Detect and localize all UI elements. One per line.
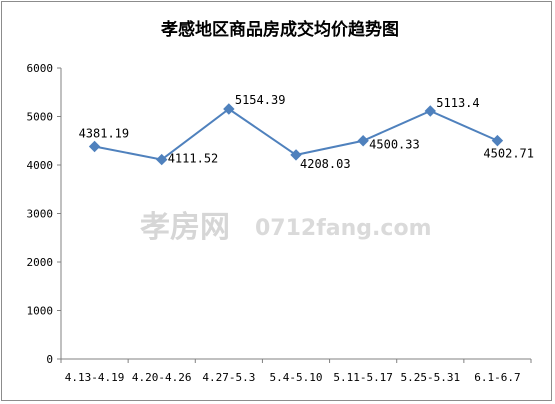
y-tick-label: 1000: [27, 305, 54, 318]
x-tick-label: 6.1-6.7: [474, 371, 520, 384]
data-point-marker: [290, 149, 302, 161]
chart-title: 孝感地区商品房成交均价趋势图: [161, 19, 399, 40]
data-label: 4111.52: [168, 152, 219, 166]
y-tick-label: 2000: [27, 256, 54, 269]
data-point-marker: [223, 103, 235, 115]
axes: [60, 68, 531, 360]
y-axis-ticks: 0 1000 2000 3000 4000 5000 6000: [27, 62, 61, 366]
x-tick-label: 4.20-4.26: [132, 371, 192, 384]
x-tick-label: 4.13-4.19: [65, 371, 125, 384]
watermark-en: 0712fang.com: [255, 216, 432, 241]
data-point-marker: [88, 140, 101, 153]
data-label: 4500.33: [369, 138, 420, 152]
watermark-cn: 孝房网: [140, 210, 230, 245]
data-point-marker: [357, 135, 369, 147]
data-label: 5154.39: [235, 93, 286, 107]
data-label: 4208.03: [300, 157, 351, 171]
x-tick-label: 4.27-5.3: [202, 371, 255, 384]
y-tick-label: 5000: [27, 111, 54, 124]
x-axis-ticks: 4.13-4.19 4.20-4.26 4.27-5.3 5.4-5.10 5.11-5…: [60, 359, 532, 384]
data-label: 5113.4: [436, 96, 479, 110]
series: [88, 103, 504, 166]
y-tick-label: 6000: [27, 62, 54, 75]
y-tick-label: 0: [46, 353, 53, 366]
x-tick-label: 5.11-5.17: [333, 371, 393, 384]
data-labels: 4381.19 4111.52 5154.39 4208.03 4500.33 5113.…: [79, 93, 534, 171]
watermark: 孝房网 0712fang.com: [140, 210, 432, 245]
data-point-marker: [491, 134, 504, 147]
y-tick-label: 4000: [27, 159, 54, 172]
x-tick-label: 5.25-5.31: [400, 371, 460, 384]
data-point-marker: [424, 105, 436, 117]
x-tick-label: 5.4-5.10: [270, 371, 323, 384]
y-tick-label: 3000: [27, 208, 54, 221]
data-label: 4381.19: [79, 127, 130, 141]
data-label: 4502.71: [483, 147, 534, 161]
data-point-marker: [156, 153, 168, 166]
